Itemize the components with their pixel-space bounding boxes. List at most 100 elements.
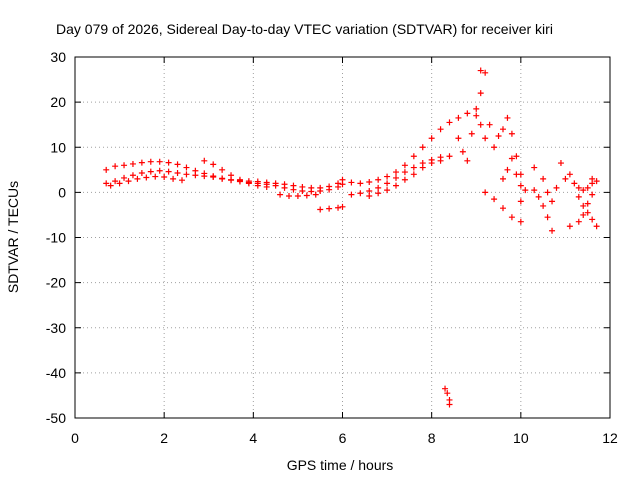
data-point: [116, 180, 123, 187]
data-point: [210, 173, 217, 180]
data-point: [219, 175, 226, 182]
data-point: [170, 175, 177, 182]
data-point: [504, 114, 511, 121]
data-point: [442, 385, 449, 392]
data-point: [500, 205, 506, 212]
data-point: [375, 176, 382, 183]
data-point: [464, 157, 471, 164]
data-point: [174, 169, 181, 176]
y-tick-labels: -50 -40 -30 -20 -10 0 10 20 30: [46, 49, 66, 426]
data-point: [357, 180, 364, 187]
x-tick-label: 4: [249, 430, 257, 446]
data-point: [517, 218, 524, 225]
data-points: [103, 67, 600, 408]
data-point: [580, 202, 587, 209]
data-point: [125, 178, 132, 185]
x-tick-labels: 0 2 4 6 8 10 12: [71, 430, 618, 446]
data-point: [455, 135, 462, 142]
data-point: [459, 148, 466, 155]
data-point: [575, 193, 582, 200]
data-point: [219, 166, 226, 173]
data-point: [281, 181, 288, 188]
data-point: [500, 175, 506, 182]
data-point: [277, 191, 284, 198]
data-point: [174, 161, 181, 168]
data-point: [134, 175, 141, 182]
data-point: [228, 172, 235, 179]
data-point: [535, 193, 542, 200]
data-point: [121, 174, 128, 181]
data-point: [401, 176, 408, 183]
data-point: [294, 192, 301, 199]
data-point: [339, 176, 346, 183]
data-point: [103, 166, 110, 173]
data-point: [263, 183, 270, 190]
data-point: [473, 105, 480, 112]
axis-ticks: [74, 56, 611, 419]
data-point: [477, 67, 484, 74]
data-point: [580, 187, 587, 194]
data-point: [444, 390, 451, 397]
data-point: [156, 167, 163, 174]
data-point: [566, 171, 573, 178]
data-point: [419, 144, 426, 151]
chart-title: Day 079 of 2026, Sidereal Day-to-day VTE…: [56, 21, 553, 37]
data-point: [468, 130, 475, 137]
data-point: [103, 180, 110, 187]
data-point: [455, 114, 462, 121]
y-tick-label: -40: [46, 365, 66, 381]
data-point: [531, 187, 538, 194]
data-point: [326, 183, 333, 190]
data-point: [317, 206, 324, 213]
data-point: [575, 184, 582, 191]
data-point: [384, 180, 391, 187]
x-tick-label: 6: [339, 430, 347, 446]
x-tick-label: 12: [602, 430, 618, 446]
data-point: [491, 196, 498, 203]
data-point: [517, 182, 524, 189]
data-point: [508, 130, 515, 137]
data-point: [165, 159, 172, 166]
data-point: [562, 175, 569, 182]
data-point: [335, 204, 342, 211]
data-point: [544, 189, 551, 196]
data-point: [366, 178, 373, 185]
data-point: [236, 176, 243, 183]
data-point: [179, 177, 185, 184]
data-point: [317, 184, 324, 191]
data-point: [549, 227, 556, 234]
data-point: [121, 162, 128, 169]
y-tick-label: 30: [50, 49, 66, 65]
data-point: [540, 175, 547, 182]
data-point: [437, 157, 444, 164]
y-tick-label: -30: [46, 320, 66, 336]
data-point: [473, 112, 480, 119]
data-point: [446, 119, 453, 126]
data-point: [513, 171, 520, 178]
data-point: [339, 203, 346, 210]
data-point: [308, 184, 315, 191]
x-axis-label: GPS time / hours: [287, 457, 394, 473]
grid-lines: [75, 57, 610, 418]
data-point: [553, 184, 560, 191]
data-point: [566, 223, 573, 230]
data-point: [584, 209, 591, 216]
data-point: [557, 160, 564, 167]
data-point: [192, 167, 199, 174]
data-point: [584, 200, 591, 207]
data-point: [152, 173, 159, 180]
data-point: [201, 157, 208, 164]
data-point: [147, 168, 154, 175]
data-point: [299, 183, 306, 190]
data-point: [272, 180, 279, 187]
data-point: [575, 218, 582, 225]
y-tick-label: 10: [50, 139, 66, 155]
data-point: [156, 158, 163, 165]
y-tick-label: 20: [50, 94, 66, 110]
data-point: [138, 169, 145, 176]
data-point: [112, 163, 119, 170]
data-point: [446, 401, 453, 408]
data-point: [513, 153, 520, 160]
data-point: [589, 216, 596, 223]
